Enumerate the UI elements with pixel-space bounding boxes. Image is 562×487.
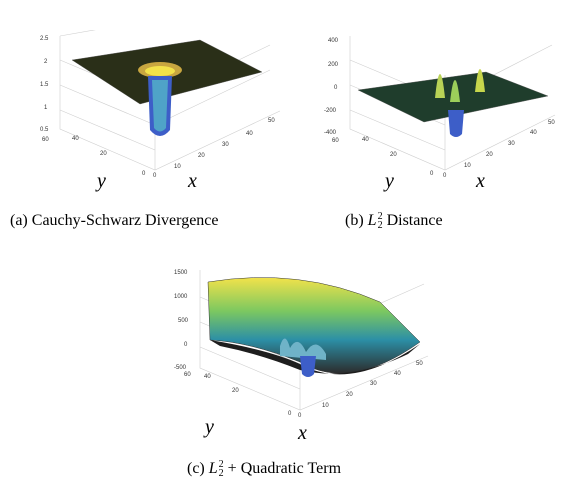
z-ticks-b: 400 200 0 -200 -400 [324,38,339,136]
svg-text:400: 400 [328,38,339,44]
svg-text:200: 200 [328,62,339,68]
svg-text:0: 0 [184,342,188,348]
svg-text:10: 10 [174,164,181,170]
svg-text:40: 40 [72,136,79,142]
caption-c-prefix: (c) [187,460,209,477]
svg-text:0: 0 [430,171,434,177]
svg-text:1: 1 [44,105,48,111]
surface-peak-b1 [435,74,445,98]
svg-text:0: 0 [334,85,338,91]
svg-text:50: 50 [268,118,275,124]
x-axis-label-c: x [297,422,307,444]
x-ticks-c: 0 10 20 30 40 50 [298,361,423,419]
caption-a-text: Cauchy-Schwarz Divergence [31,212,219,229]
x-ticks-a: 0 10 20 30 40 50 [153,118,275,179]
svg-text:50: 50 [416,361,423,367]
caption-b-sub: 2 [377,220,383,232]
svg-text:1000: 1000 [174,294,188,300]
svg-text:20: 20 [390,152,397,158]
surface-plot-a: 2.5 2 1.5 1 0.5 0 20 40 60 0 10 20 30 40… [40,9,283,192]
svg-text:0: 0 [142,171,146,177]
svg-text:0: 0 [153,173,157,179]
svg-text:50: 50 [548,120,555,126]
svg-text:30: 30 [370,381,377,387]
y-ticks-c: 0 20 40 60 [184,372,292,417]
figure-b: 400 200 0 -200 -400 0 20 40 60 0 10 20 3… [290,30,562,200]
y-axis-label-c: y [203,416,214,438]
caption-b-sup: 2 [377,211,383,223]
svg-text:20: 20 [198,153,205,159]
svg-text:40: 40 [394,371,401,377]
caption-c-text: + Quadratic Term [223,460,342,477]
svg-text:60: 60 [184,372,191,378]
svg-text:1.5: 1.5 [40,82,49,88]
y-ticks-b: 0 20 40 60 [332,137,434,177]
y-ticks-a: 0 20 40 60 [42,136,146,177]
svg-text:0: 0 [288,411,292,417]
svg-text:20: 20 [346,392,353,398]
svg-text:-200: -200 [324,108,337,114]
svg-text:2: 2 [44,59,48,65]
caption-b-math: L [367,212,377,229]
svg-text:10: 10 [464,163,471,169]
svg-text:2.5: 2.5 [40,36,49,42]
surface-peak-b2 [450,80,460,102]
svg-text:20: 20 [232,388,239,394]
caption-c-math: L [208,460,218,477]
svg-text:60: 60 [332,138,339,144]
svg-text:40: 40 [530,130,537,136]
svg-text:10: 10 [322,403,329,409]
svg-text:0: 0 [298,413,302,419]
svg-text:-500: -500 [174,365,187,371]
x-ticks-b: 0 10 20 30 40 50 [443,120,555,179]
y-axis-label-a: y [95,170,106,192]
y-axis-label-b: y [383,170,394,192]
svg-text:30: 30 [508,141,515,147]
svg-text:40: 40 [362,137,369,143]
svg-text:0: 0 [443,173,447,179]
svg-text:60: 60 [42,137,49,143]
x-axis-label-b: x [475,170,485,192]
caption-b-prefix: (b) [345,212,368,229]
surface-plot-c: 1500 1000 500 0 -500 0 20 40 60 0 10 20 … [174,270,429,444]
svg-text:40: 40 [204,374,211,380]
svg-text:0.5: 0.5 [40,127,49,133]
z-ticks-c: 1500 1000 500 0 -500 [174,270,189,371]
svg-text:500: 500 [178,318,189,324]
caption-b-text: Distance [382,212,443,229]
caption-c-sup: 2 [218,459,224,471]
caption-a-prefix: (a) [10,212,32,229]
caption-a: (a) Cauchy-Schwarz Divergence [10,212,219,230]
z-ticks-a: 2.5 2 1.5 1 0.5 [40,36,49,133]
svg-text:30: 30 [222,142,229,148]
caption-c-sub: 2 [218,468,224,480]
surface-well-b [448,110,464,137]
surface-peak-b3 [475,69,485,92]
svg-text:40: 40 [246,131,253,137]
svg-text:20: 20 [486,152,493,158]
surface-bowl-c [207,277,421,374]
svg-text:-400: -400 [324,130,337,136]
figure-a: 2.5 2 1.5 1 0.5 0 20 40 60 0 10 20 30 40… [0,9,283,200]
svg-text:1500: 1500 [174,270,188,276]
svg-text:20: 20 [100,151,107,157]
x-axis-label-a: x [187,170,197,192]
surface-bumps-c [280,338,326,360]
surface-plot-b: 400 200 0 -200 -400 0 20 40 60 0 10 20 3… [324,36,555,192]
figure-c: 1500 1000 500 0 -500 0 20 40 60 0 10 20 … [150,262,430,457]
